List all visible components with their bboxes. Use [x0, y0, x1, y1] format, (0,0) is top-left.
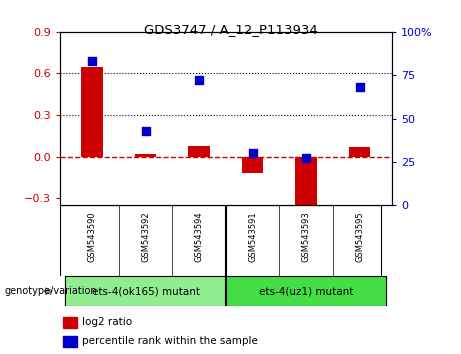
Point — [89, 58, 96, 64]
Point — [249, 150, 256, 156]
Text: GSM543595: GSM543595 — [355, 211, 364, 262]
Text: ets-4(uz1) mutant: ets-4(uz1) mutant — [259, 286, 354, 296]
Text: log2 ratio: log2 ratio — [82, 318, 132, 327]
Text: GSM543592: GSM543592 — [141, 211, 150, 262]
Bar — [226, 276, 386, 306]
Text: percentile rank within the sample: percentile rank within the sample — [82, 336, 257, 346]
Bar — [135, 154, 156, 157]
Text: genotype/variation: genotype/variation — [5, 286, 97, 296]
Bar — [296, 157, 317, 205]
Point — [302, 156, 310, 161]
Point — [142, 128, 149, 133]
Text: GDS3747 / A_12_P113934: GDS3747 / A_12_P113934 — [144, 23, 317, 36]
Bar — [81, 67, 103, 157]
Bar — [189, 145, 210, 157]
Bar — [63, 317, 77, 328]
Text: GSM543590: GSM543590 — [88, 211, 96, 262]
Text: GSM543591: GSM543591 — [248, 211, 257, 262]
Point — [195, 78, 203, 83]
Point — [356, 85, 363, 90]
Bar — [65, 276, 226, 306]
Bar — [63, 336, 77, 347]
Text: GSM543593: GSM543593 — [301, 211, 311, 262]
Text: GSM543594: GSM543594 — [195, 211, 204, 262]
Bar — [242, 157, 263, 173]
Bar — [349, 147, 371, 157]
Text: ets-4(ok165) mutant: ets-4(ok165) mutant — [92, 286, 200, 296]
